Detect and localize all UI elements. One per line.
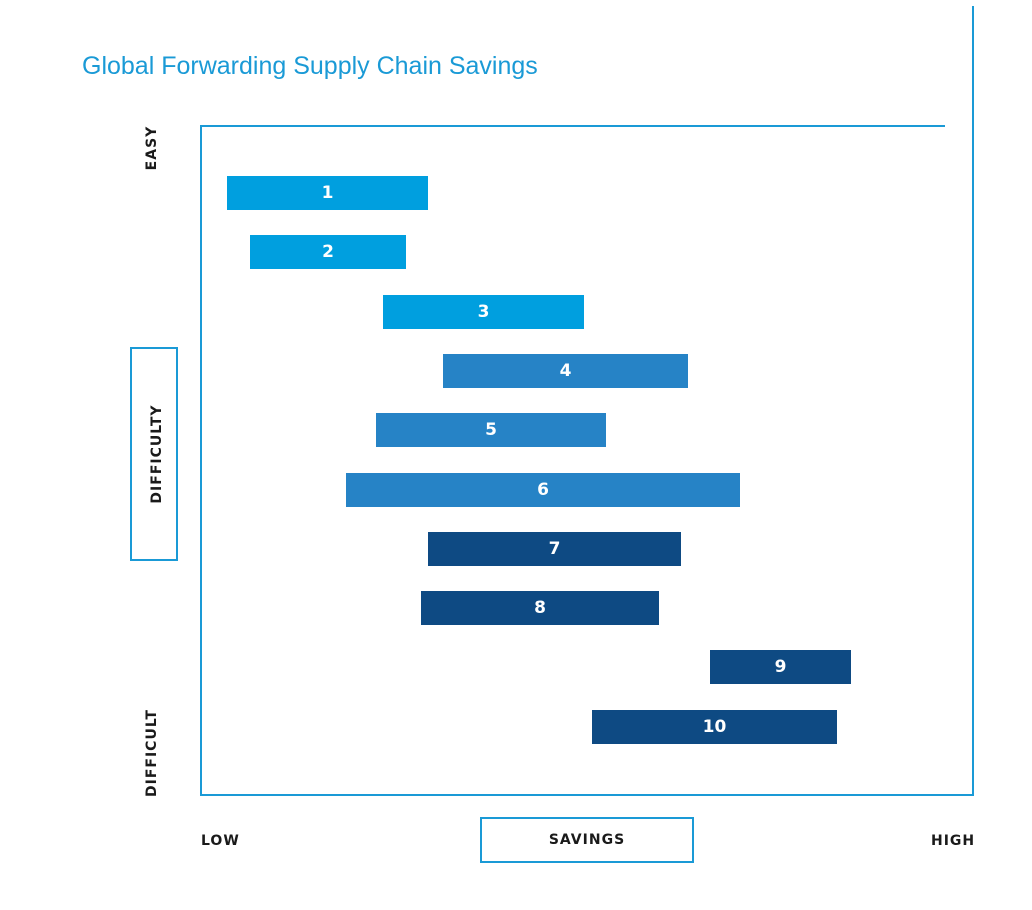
bar-label-5: 5 <box>485 420 497 440</box>
chart-title: Global Forwarding Supply Chain Savings <box>82 52 538 80</box>
bar-2: 2 <box>250 235 406 269</box>
x-axis-label: SAVINGS <box>548 832 626 848</box>
bar-1: 1 <box>227 176 428 210</box>
x-axis-low-label: LOW <box>201 833 240 849</box>
plot-top-border <box>200 125 945 127</box>
bar-label-6: 6 <box>537 480 549 500</box>
bar-label-1: 1 <box>321 183 334 203</box>
bar-4: 4 <box>443 354 688 388</box>
y-axis-top-label: EASY <box>144 125 160 171</box>
bar-10: 10 <box>592 710 837 744</box>
bar-label-9: 9 <box>774 657 787 677</box>
x-axis-label-box: SAVINGS <box>480 817 694 863</box>
plot-left-border <box>200 125 202 796</box>
bar-label-2: 2 <box>322 242 334 262</box>
plot-bottom-border <box>200 794 974 796</box>
y-axis-label-box <box>130 347 178 561</box>
y-axis-bottom-label: DIFFICULT <box>144 709 160 797</box>
x-axis-high-label: HIGH <box>931 833 976 849</box>
plot-right-border <box>972 6 974 796</box>
bar-label-10: 10 <box>702 717 727 737</box>
bar-label-7: 7 <box>548 539 561 559</box>
y-axis-label: DIFFICULTY <box>149 404 165 504</box>
bar-8: 8 <box>421 591 659 625</box>
bar-label-3: 3 <box>477 302 490 322</box>
bar-label-4: 4 <box>559 361 572 381</box>
bar-label-8: 8 <box>534 598 546 618</box>
bar-6: 6 <box>346 473 740 507</box>
bar-7: 7 <box>428 532 681 566</box>
bar-9: 9 <box>710 650 851 684</box>
bar-3: 3 <box>383 295 584 329</box>
bar-5: 5 <box>376 413 606 447</box>
